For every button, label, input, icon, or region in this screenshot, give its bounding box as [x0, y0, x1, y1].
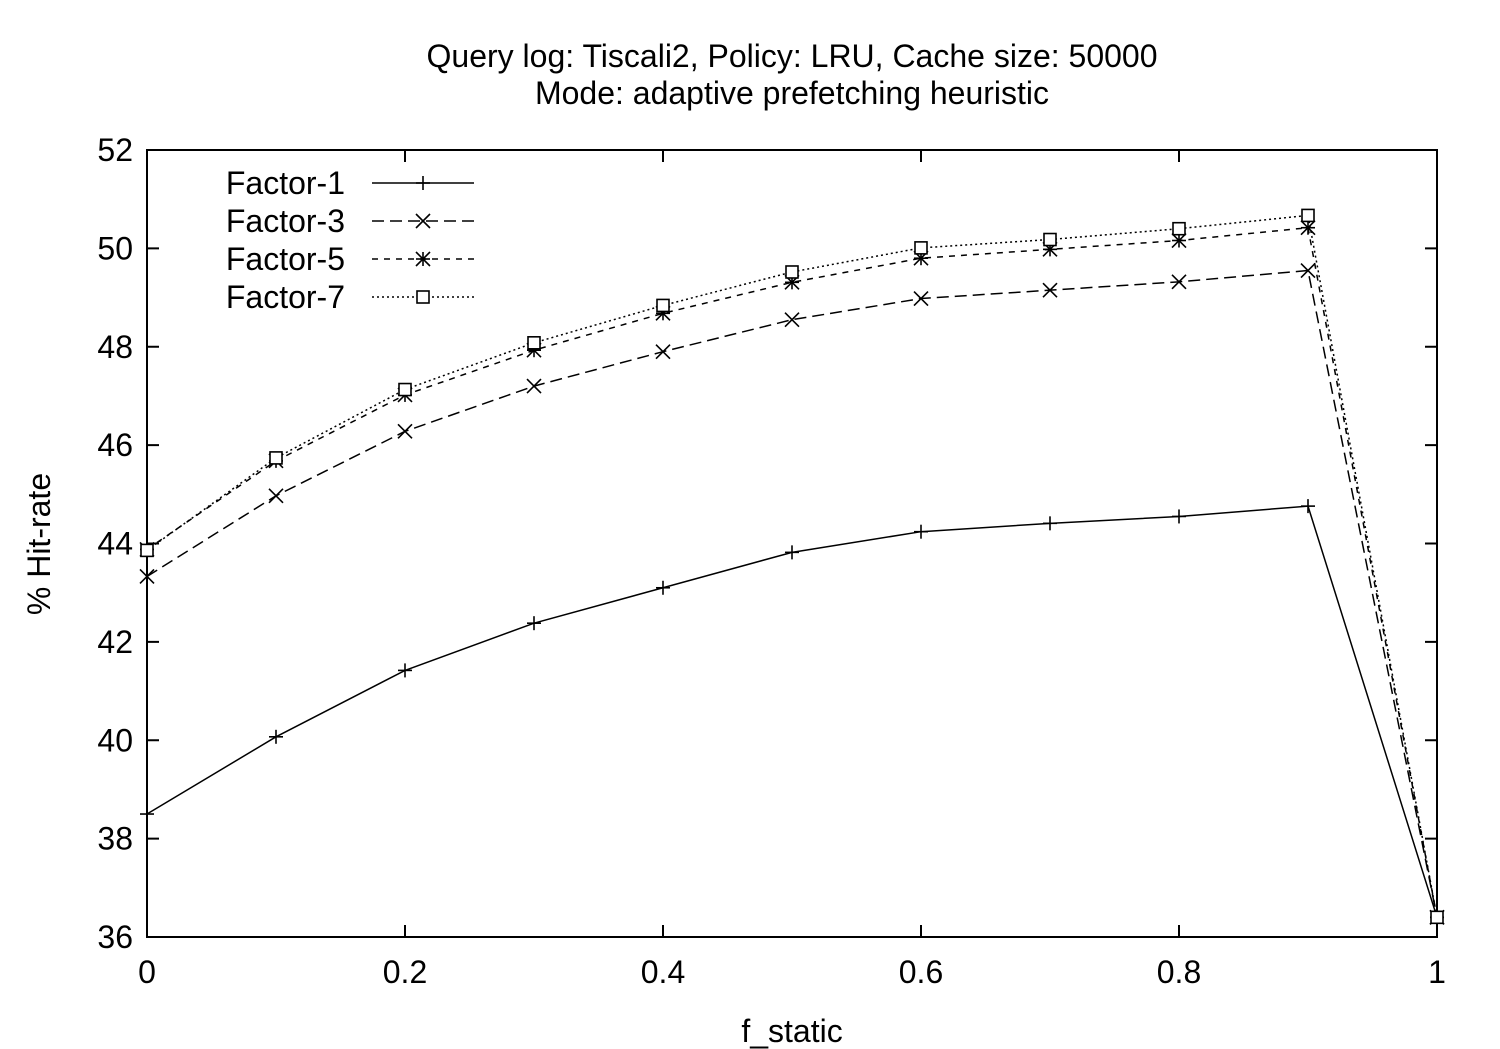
data-point: [656, 298, 670, 313]
legend-marker: [416, 290, 430, 304]
legend-label: Factor-5: [226, 241, 345, 277]
data-point: [269, 451, 283, 465]
series-factor-1: [140, 499, 1444, 925]
chart-title: Query log: Tiscali2, Policy: LRU, Cache …: [427, 38, 1158, 74]
data-point: [140, 807, 154, 822]
y-axis-label: % Hit-rate: [21, 473, 57, 615]
data-point: [785, 265, 799, 279]
data-point: [1430, 910, 1444, 925]
data-point: [785, 545, 799, 560]
series-line: [146, 214, 1438, 918]
legend-label: Factor-7: [226, 279, 345, 315]
x-tick-label: 0: [138, 954, 156, 990]
data-point: [1300, 220, 1316, 236]
data-point: [269, 729, 283, 744]
data-point: [140, 543, 154, 558]
legend-label: Factor-3: [226, 203, 345, 239]
data-point: [1301, 499, 1315, 514]
y-tick-label: 38: [97, 821, 133, 857]
data-point: [914, 524, 928, 539]
legend-label: Factor-1: [226, 165, 345, 201]
data-point: [1172, 221, 1186, 236]
y-tick-label: 48: [97, 329, 133, 365]
data-point: [1171, 274, 1187, 290]
x-tick-label: 0.2: [383, 954, 427, 990]
y-tick-label: 44: [97, 526, 133, 562]
series-line: [146, 505, 1438, 918]
data-point: [655, 344, 671, 360]
y-tick-label: 42: [97, 624, 133, 660]
y-tick-label: 50: [97, 230, 133, 266]
data-point: [1301, 208, 1315, 223]
data-point: [397, 423, 413, 439]
data-point: [913, 290, 929, 307]
data-point: [784, 312, 800, 328]
data-point: [398, 663, 412, 678]
data-point: [1042, 282, 1058, 298]
x-tick-label: 1: [1428, 954, 1446, 990]
plot-area: 36 38 40 42 44 46 48 50 52 0 0.2 0.4 0.6 0.8 1: [97, 132, 1445, 990]
x-tick-label: 0.6: [899, 954, 943, 990]
chart-subtitle: Mode: adaptive prefetching heuristic: [535, 75, 1049, 111]
series-line: [146, 226, 1438, 918]
y-tick-label: 36: [97, 919, 133, 955]
legend-marker: [415, 213, 431, 229]
series-factor-5: [139, 220, 1445, 925]
x-tick-label: 0.4: [641, 954, 685, 990]
series-factor-7: [140, 208, 1444, 925]
series-line: [146, 269, 1438, 918]
data-point: [527, 616, 541, 631]
data-point: [1172, 509, 1186, 524]
y-tick-label: 40: [97, 722, 133, 758]
y-tick-label: 46: [97, 427, 133, 463]
data-point: [139, 568, 155, 585]
data-point: [1043, 516, 1057, 531]
data-point: [268, 488, 284, 504]
data-point: [526, 378, 542, 394]
data-point: [398, 382, 412, 397]
x-axis-label: f_static: [741, 1013, 842, 1049]
y-tick-label: 52: [97, 132, 133, 168]
legend-marker: [416, 176, 430, 190]
x-tick-label: 0.8: [1157, 954, 1201, 990]
data-point: [1043, 232, 1057, 247]
legend-marker: [415, 251, 431, 267]
series-factor-3: [139, 262, 1445, 925]
data-point: [527, 336, 541, 350]
data-point: [1171, 232, 1187, 249]
data-point: [656, 580, 670, 595]
data-point: [914, 241, 928, 255]
data-point: [1300, 262, 1316, 279]
